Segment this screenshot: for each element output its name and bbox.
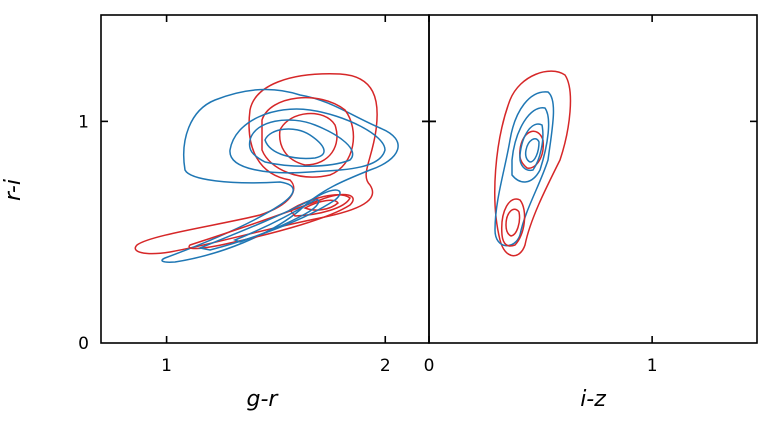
contour	[519, 130, 544, 169]
contour	[494, 91, 555, 247]
x-tick-label: 2	[380, 356, 391, 376]
contour	[519, 123, 544, 172]
contour	[261, 97, 355, 178]
contour	[511, 107, 550, 183]
x-tick-label: 0	[424, 356, 435, 376]
contour	[134, 73, 378, 255]
contour	[278, 112, 338, 166]
contour	[494, 70, 572, 257]
contour	[264, 128, 325, 160]
contour	[188, 193, 354, 250]
contour	[161, 88, 399, 263]
axes-frame	[428, 14, 758, 344]
y-tick-label: 1	[78, 112, 89, 132]
x-tick-label: 1	[161, 356, 172, 376]
x-axis-label: g-r	[247, 387, 280, 412]
x-tick-label: 1	[647, 356, 658, 376]
contour	[501, 198, 526, 247]
axes-frame	[100, 14, 430, 344]
contour	[248, 119, 354, 167]
x-axis-label: i-z	[580, 387, 606, 412]
contour	[229, 108, 386, 174]
contours	[134, 70, 572, 263]
y-tick-label: 0	[78, 334, 89, 354]
y-axis-label: r-i	[1, 179, 26, 201]
contour	[232, 198, 320, 243]
contour	[505, 208, 521, 237]
contour	[524, 138, 540, 163]
